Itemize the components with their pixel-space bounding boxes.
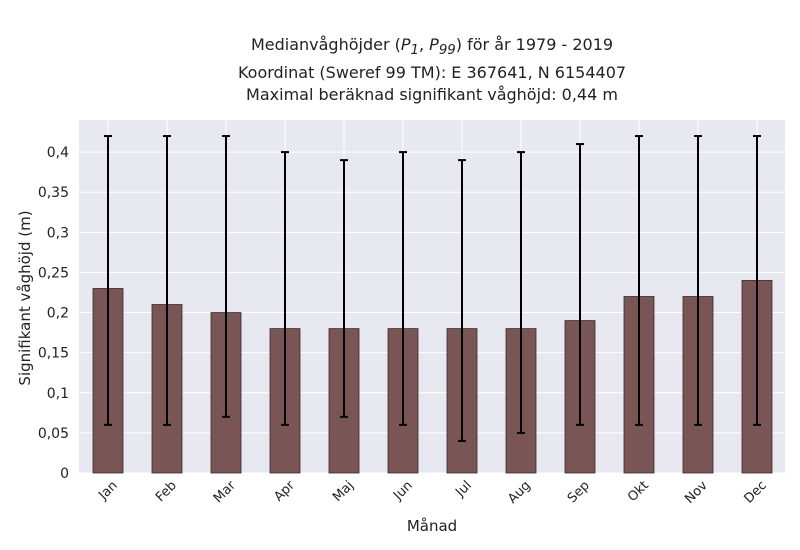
title-p99-main: P xyxy=(429,35,439,54)
plot-area xyxy=(79,120,785,473)
errorbar-maj xyxy=(340,159,348,418)
errorbar-aug xyxy=(517,151,525,434)
x-axis-label: Månad xyxy=(407,517,457,535)
errorbar-jan xyxy=(104,135,112,426)
y-tick-label: 0,15 xyxy=(38,346,69,362)
y-tick-label: 0 xyxy=(60,466,69,482)
x-axis-ticks: Jan Feb Mar Apr Maj Jun Jul Aug Sep Okt Nov Dec xyxy=(95,478,769,507)
errorbar-feb xyxy=(163,135,171,426)
errorbar-okt xyxy=(635,135,643,426)
errorbar-jul xyxy=(458,159,466,442)
chart-title: Medianvåghöjder (P1, P99) för år 1979 - … xyxy=(0,34,800,106)
x-tick-label: Okt xyxy=(625,478,652,505)
title-line-3: Maximal beräknad signifikant våghöjd: 0,… xyxy=(246,85,618,105)
x-tick-label: Sep xyxy=(565,478,593,506)
y-gridlines xyxy=(79,151,785,474)
title-p99: P99 xyxy=(429,35,456,58)
errorbar-sep xyxy=(576,143,584,426)
x-tick-label: Maj xyxy=(330,478,357,505)
title-p99-sub: 99 xyxy=(438,43,456,59)
y-tick-label: 0,1 xyxy=(47,386,69,402)
y-tick-label: 0,3 xyxy=(47,225,69,241)
y-tick-label: 0,25 xyxy=(38,265,69,281)
y-tick-label: 0,05 xyxy=(38,426,69,442)
errorbar-nov xyxy=(694,135,702,426)
title-p1-main: P xyxy=(400,35,411,54)
y-axis-label: Signifikant våghöjd (m) xyxy=(16,210,34,385)
title-line-1: Medianvåghöjder (P1, P99) för år 1979 - … xyxy=(0,34,800,62)
x-tick-label: Mar xyxy=(211,478,239,506)
y-tick-label: 0,2 xyxy=(47,306,69,322)
errorbar-mar xyxy=(222,135,230,418)
x-tick-label: Aug xyxy=(505,478,534,507)
errorbar-jun xyxy=(399,151,407,426)
y-tick-label: 0,35 xyxy=(38,185,69,201)
x-tick-label: Apr xyxy=(271,478,298,505)
error-bars xyxy=(104,135,761,442)
title-line-1-text: Medianvåghöjder ( xyxy=(250,35,401,54)
title-p1-sub: 1 xyxy=(410,43,419,59)
x-tick-label: Feb xyxy=(153,478,180,505)
title-separator: , xyxy=(418,35,425,54)
title-line-2: Koordinat (Sweref 99 TM): E 367641, N 61… xyxy=(237,63,627,83)
title-line-1-tail: ) för år 1979 - 2019 xyxy=(455,35,614,54)
x-tick-label: Jun xyxy=(390,478,416,504)
y-tick-label: 0,4 xyxy=(47,145,69,161)
errorbar-dec xyxy=(753,135,761,426)
errorbar-apr xyxy=(281,151,289,426)
y-axis-ticks: 0 0,05 0,1 0,15 0,2 0,25 0,3 0,35 0,4 xyxy=(38,145,69,482)
x-tick-label: Dec xyxy=(741,478,769,506)
title-p1: P1 xyxy=(400,35,419,58)
x-tick-label: Jul xyxy=(452,478,474,500)
x-tick-label: Nov xyxy=(682,478,711,507)
x-tick-label: Jan xyxy=(95,478,120,503)
